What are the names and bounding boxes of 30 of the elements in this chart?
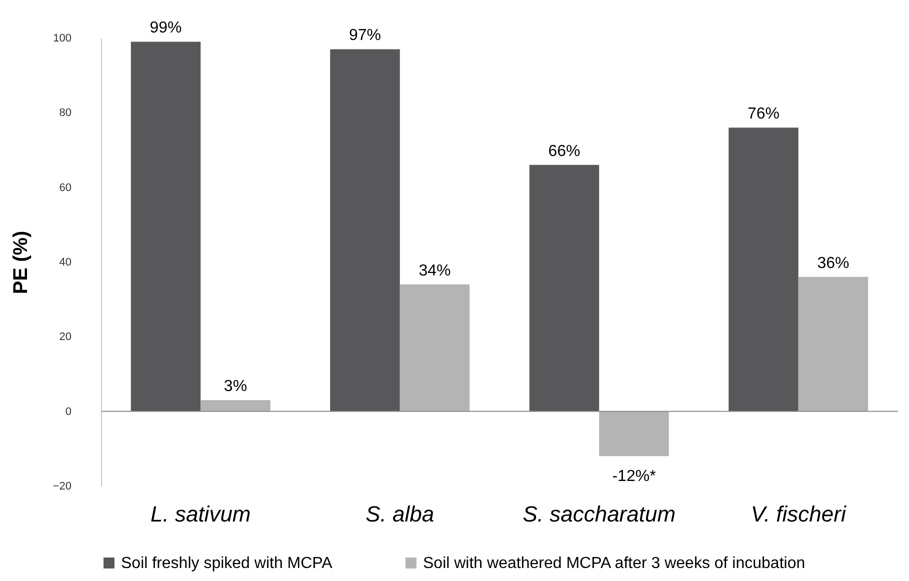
x-tick-label: L. sativum [150,502,251,526]
x-tick-label: S. alba [366,502,434,526]
y-tick-label: 40 [59,256,72,268]
y-tick-label: −20 [52,480,72,492]
bar [599,411,669,456]
data-label: 76% [747,106,780,123]
y-axis-title: PE (%) [10,230,32,294]
bar [400,284,470,412]
y-tick-label: 0 [65,406,72,418]
bar [130,42,201,412]
legend-label: Soil freshly spiked with MCPA [121,555,333,572]
y-tick-label: 60 [59,182,72,194]
y-tick-label: 100 [53,32,72,44]
data-label: 66% [548,142,580,160]
data-label: 3% [224,378,248,396]
data-label: 97% [348,27,382,44]
data-label: 34% [418,262,451,280]
bar [798,276,868,412]
data-label: -12%* [612,468,656,486]
legend-label: Soil with weathered MCPA after 3 weeks of incubation [423,555,806,572]
bar [200,400,270,412]
bar [728,128,798,412]
data-label: 99% [150,20,182,37]
data-label: 36% [817,254,850,272]
x-tick-label: V. fischeri [750,502,847,526]
bar [330,49,400,412]
x-tick-label: S. saccharatum [522,502,676,526]
y-tick-label: 20 [59,331,72,344]
bar [529,164,600,412]
y-tick-label: 80 [59,107,72,120]
